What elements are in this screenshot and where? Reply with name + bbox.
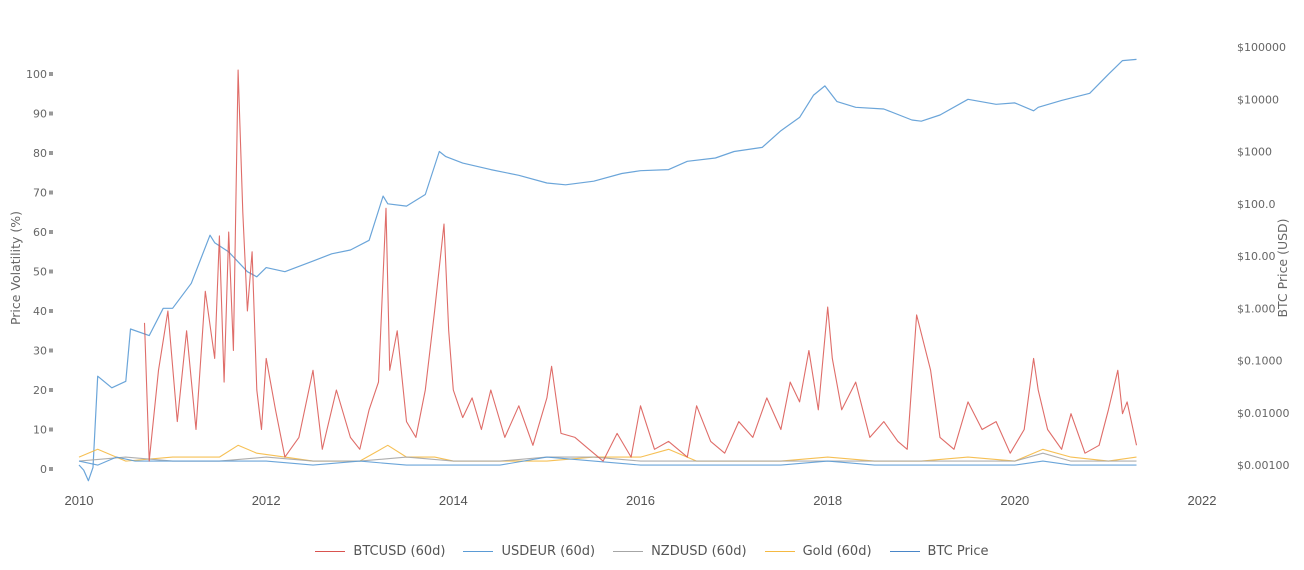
tick-marker: [49, 190, 53, 195]
legend-swatch-usdeur: [463, 550, 494, 552]
left-tick-label: 20: [33, 384, 47, 397]
left-tick-label: 60: [33, 226, 47, 239]
right-tick-label: $10.00: [1237, 250, 1276, 263]
x-tick-label: 2020: [1000, 493, 1029, 508]
right-tick-label: $1.000: [1237, 302, 1276, 315]
left-tick-label: 100: [26, 68, 47, 81]
series-line-btcusd-60d[interactable]: [143, 69, 1138, 462]
legend-item-btcusd[interactable]: BTCUSD (60d): [315, 544, 445, 559]
tick-marker: [49, 269, 53, 274]
left-tick-label: 0: [40, 463, 47, 476]
right-tick-label: $100.0: [1237, 198, 1276, 211]
legend-item-nzdusd[interactable]: NZDUSD (60d): [613, 544, 747, 559]
right-tick-label: $0.00100: [1237, 459, 1290, 472]
tick-marker: [49, 427, 53, 432]
legend-item-btc-price[interactable]: BTC Price: [889, 543, 989, 559]
legend-swatch-btcusd: [315, 550, 346, 552]
legend-swatch-btc-price: [889, 550, 920, 552]
right-tick-label: $0.1000: [1237, 355, 1283, 368]
legend-label-btc-price: BTC Price: [927, 543, 989, 559]
left-tick-label: 70: [33, 187, 47, 200]
plot-area: [78, 58, 1138, 482]
right-tick-label: $1000: [1237, 146, 1272, 159]
left-tick-label: 30: [33, 345, 47, 358]
right-tick-label: $0.01000: [1237, 407, 1290, 420]
left-y-axis: 0 10 20 30 40 50 60 70 80 90 100: [26, 68, 53, 476]
series-line-gold-60d[interactable]: [78, 444, 1137, 462]
x-tick-label: 2014: [439, 493, 468, 508]
legend-label-nzdusd: NZDUSD (60d): [651, 543, 747, 559]
tick-marker: [49, 151, 53, 155]
right-tick-label: $10000: [1237, 93, 1279, 106]
tick-marker: [49, 388, 53, 392]
tick-marker: [49, 309, 53, 313]
left-tick-label: 50: [33, 266, 47, 279]
series-line-nzdusd-60d[interactable]: [78, 452, 1137, 462]
x-tick-label: 2016: [626, 493, 655, 508]
left-tick-label: 10: [33, 424, 47, 437]
x-tick-label: 2022: [1188, 493, 1217, 508]
series-line-usdeur-60d[interactable]: [78, 456, 1137, 466]
x-axis: 2010 2012 2014 2016 2018 2020 2022: [65, 493, 1217, 508]
tick-marker: [49, 72, 53, 76]
legend-swatch-nzdusd: [613, 550, 644, 552]
legend-label-usdeur: USDEUR (60d): [501, 543, 596, 559]
right-tick-label: $100000: [1237, 41, 1286, 54]
x-tick-label: 2012: [252, 493, 281, 508]
right-y-axis: $0.00100 $0.01000 $0.1000 $1.000 $10.00 $100.…: [1237, 41, 1290, 472]
right-axis-title: BTC Price (USD): [1275, 218, 1290, 317]
left-tick-label: 80: [33, 147, 47, 160]
legend-label-gold: Gold (60d): [802, 543, 872, 559]
series-line-btc-price[interactable]: [78, 58, 1137, 482]
legend-label-btcusd: BTCUSD (60d): [353, 543, 446, 559]
chart-legend: BTCUSD (60d) USDEUR (60d) NZDUSD (60d) G…: [0, 540, 1304, 562]
legend-item-usdeur[interactable]: USDEUR (60d): [463, 544, 595, 559]
tick-marker: [49, 348, 53, 353]
legend-swatch-gold: [764, 550, 795, 552]
left-axis-title: Price Volatility (%): [8, 211, 23, 325]
tick-marker: [49, 467, 53, 471]
left-tick-label: 90: [33, 108, 47, 121]
tick-marker: [49, 111, 53, 116]
left-tick-label: 40: [33, 305, 47, 318]
x-tick-label: 2010: [65, 493, 94, 508]
x-tick-label: 2018: [813, 493, 842, 508]
tick-marker: [49, 230, 53, 234]
legend-item-gold[interactable]: Gold (60d): [764, 543, 872, 559]
